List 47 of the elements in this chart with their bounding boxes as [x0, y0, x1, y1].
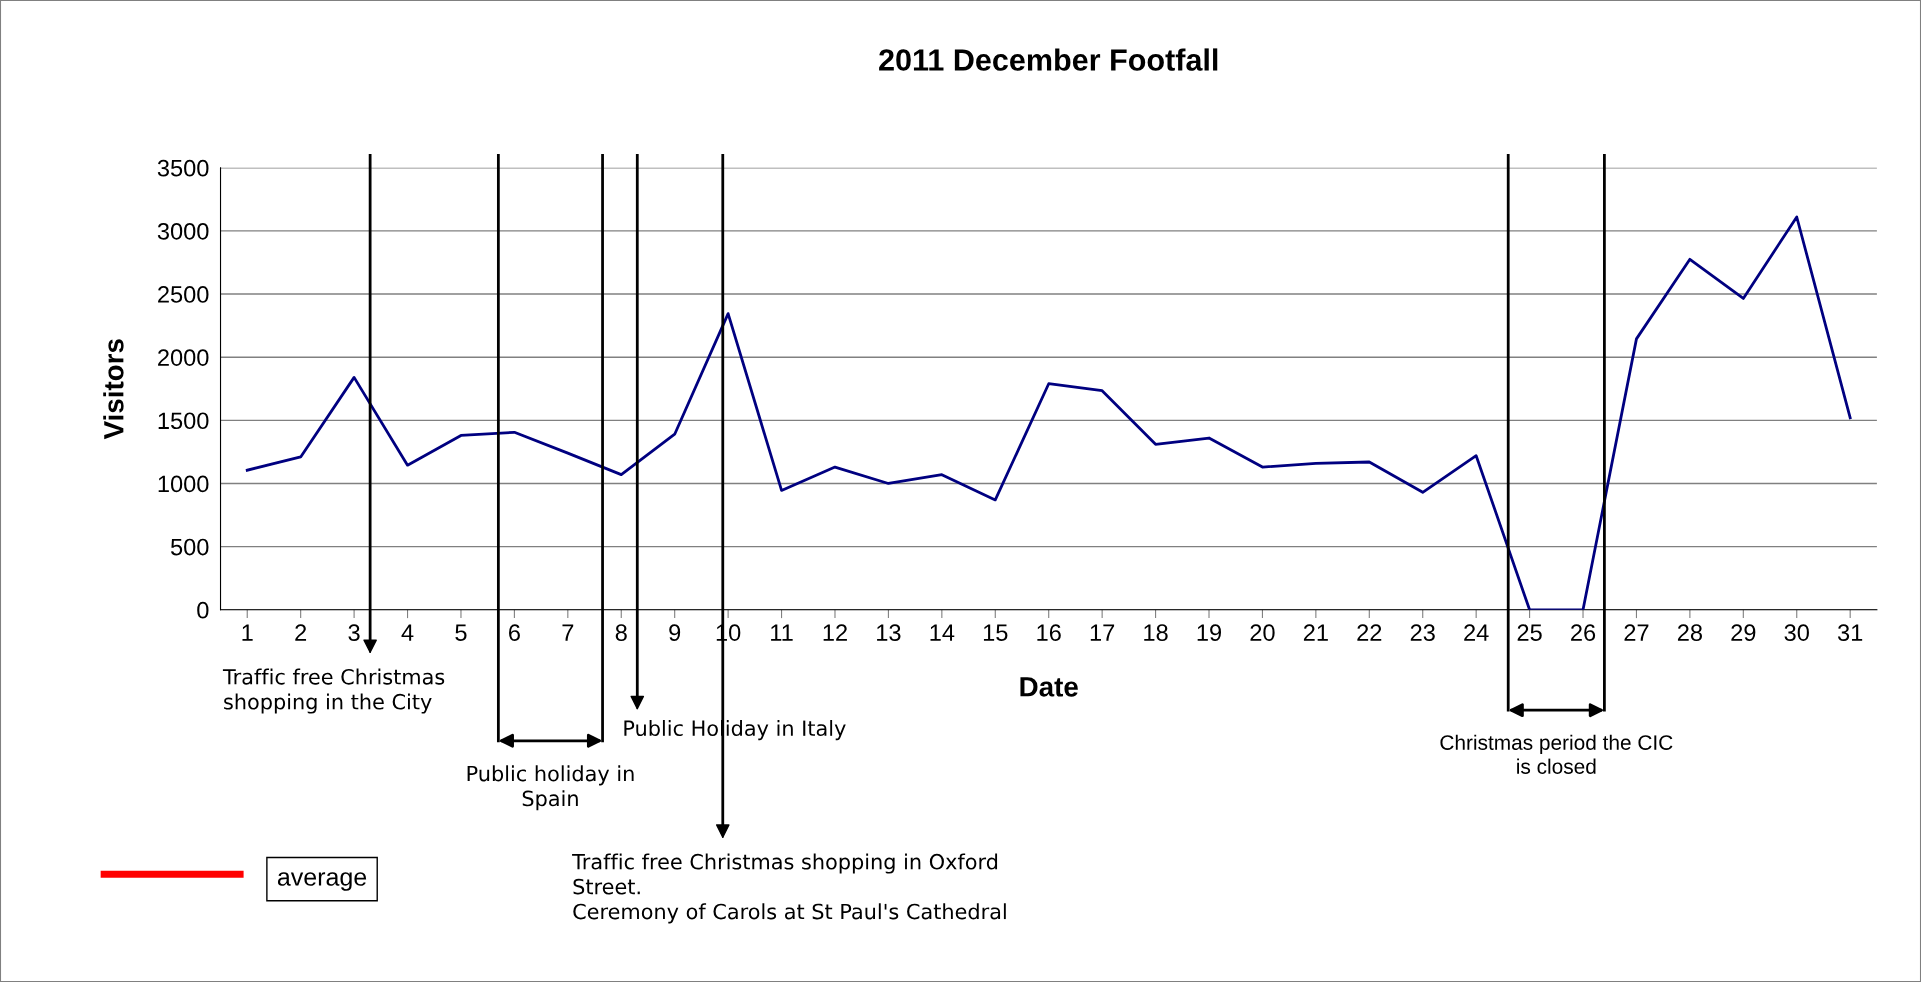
x-tick-label: 27	[1624, 624, 1649, 641]
x-tick-label: 8	[615, 624, 627, 641]
text: average	[277, 872, 367, 891]
x-tick-label: 25	[1517, 624, 1542, 641]
x-tick-label: 3	[348, 624, 360, 641]
y-tick-label: 1500	[158, 412, 209, 430]
y-tick-label: 0	[197, 601, 209, 619]
x-tick-label: 18	[1144, 624, 1168, 641]
x-tick-label: 16	[1037, 624, 1061, 641]
legend-label: Public holiday in Spain	[467, 765, 634, 811]
x-tick-label: 19	[1197, 624, 1222, 641]
x-tick-label: 11	[771, 624, 793, 641]
y-tick-label: 3500	[157, 159, 209, 177]
x-tick-label: 7	[562, 624, 574, 641]
x-tick-label: 2	[295, 624, 307, 641]
x-tick-label: 20	[1250, 624, 1275, 641]
legend-label: Christmas period the CIC is closed	[1440, 734, 1673, 774]
x-tick-label: 17	[1090, 624, 1115, 641]
x-tick-label: 24	[1464, 624, 1489, 641]
legend-label: Traffic free Christmas shopping in Oxford Street. Ceremony of Carols at St Paul's Cathedral	[572, 853, 1006, 924]
x-tick-label: 28	[1677, 624, 1702, 641]
x-tick-label: 31	[1837, 624, 1863, 641]
x-axis-title: Date	[1020, 677, 1078, 697]
x-tick-label: 1	[242, 624, 253, 641]
x-tick-label: 12	[823, 624, 847, 641]
y-tick-label: 2500	[158, 286, 209, 303]
chart-title: 2011 December Footfall	[879, 48, 1218, 71]
legend-label: Traffic free Christmas shopping in the City	[222, 668, 445, 714]
x-tick-label: 21	[1303, 624, 1328, 641]
x-tick-label: 5	[455, 624, 467, 641]
x-tick-label: 29	[1731, 624, 1756, 641]
x-tick-label: 14	[930, 624, 955, 641]
x-tick-label: 23	[1410, 624, 1435, 641]
x-tick-label: 26	[1571, 624, 1596, 641]
x-tick-label: 30	[1784, 624, 1809, 641]
y-axis-title: Visitors	[103, 339, 124, 440]
y-tick-label: 2000	[158, 349, 209, 366]
x-tick-label: 4	[401, 624, 414, 641]
y-tick-label: 3000	[157, 222, 209, 240]
x-tick-label: 13	[877, 624, 901, 641]
x-tick-label: 6	[509, 624, 520, 641]
line-series	[245, 215, 1852, 610]
y-tick-label: 500	[170, 538, 209, 556]
y-tick-label: 1000	[158, 475, 209, 493]
x-tick-label: 22	[1357, 624, 1382, 641]
x-tick-label: 15	[983, 624, 1008, 641]
x-tick-label: 9	[669, 624, 681, 641]
